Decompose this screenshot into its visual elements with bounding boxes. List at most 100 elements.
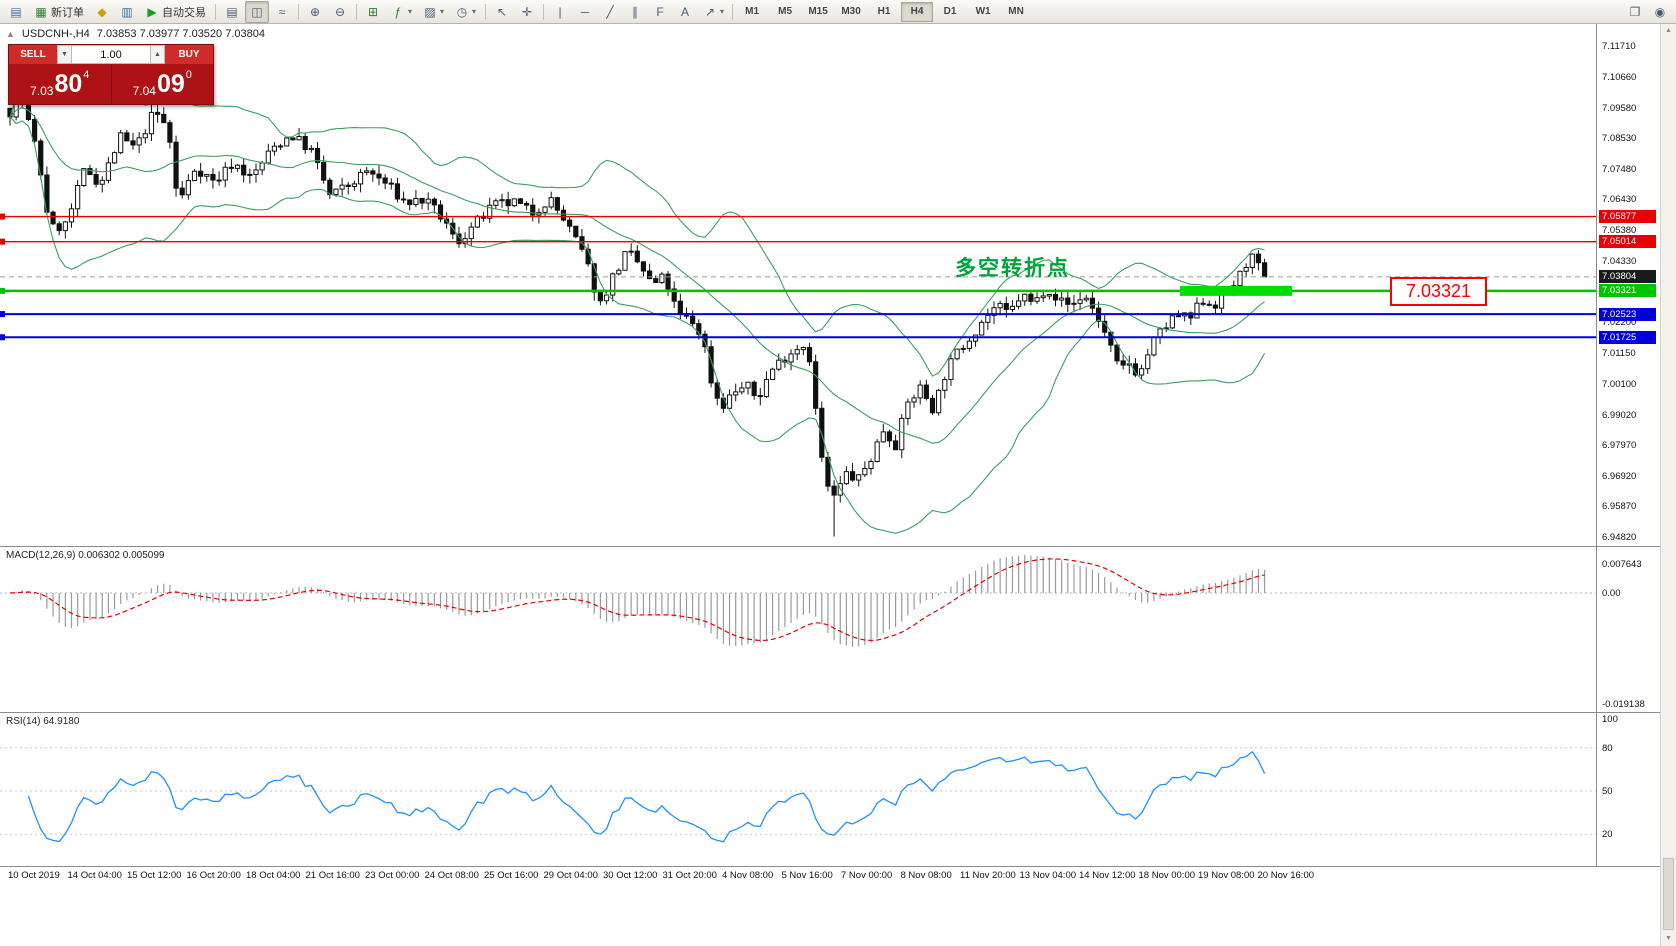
fibonacci-button[interactable]: F	[648, 1, 672, 23]
crosshair-button[interactable]: ✛	[515, 1, 539, 23]
channel-icon: ∥	[632, 4, 639, 19]
line-anchor-marker[interactable]	[0, 238, 5, 245]
chart-area[interactable]: ▲ USDCNH-,H4 7.03853 7.03977 7.03520 7.0…	[0, 24, 1660, 546]
horizontal-lines-layer[interactable]	[0, 213, 1596, 341]
price-tick-label: 6.94820	[1602, 532, 1637, 543]
chart-window-button[interactable]: ▤	[4, 1, 28, 23]
bollinger-bands	[9, 57, 1266, 534]
rsi-axis[interactable]: 100 80 50 20	[1596, 713, 1660, 866]
line-anchor-marker[interactable]	[0, 213, 5, 220]
sell-button[interactable]: SELL	[9, 45, 57, 64]
new-order-button-label: 新订单	[51, 6, 84, 19]
channel-button[interactable]: ∥	[623, 1, 647, 23]
horizontal-line-icon: ─	[580, 4, 590, 19]
rsi-axis-label: 100	[1602, 714, 1618, 725]
rsi-surface[interactable]	[0, 713, 1660, 867]
line-chart-button[interactable]: ≈	[270, 1, 294, 23]
macd-axis[interactable]: 0.007643 0.00 -0.019138	[1596, 547, 1660, 712]
price-callout-box[interactable]: 7.03321	[1390, 277, 1487, 306]
current-price-tag: 7.03804	[1599, 270, 1656, 284]
time-axis[interactable]: 10 Oct 2019 14 Oct 04:00 15 Oct 12:00 16 Oc…	[0, 866, 1660, 946]
search-icon: ◉	[1654, 4, 1666, 19]
mql-market-button[interactable]: ◆	[90, 1, 114, 23]
scrollbar-thumb[interactable]	[1663, 858, 1674, 930]
rsi-panel[interactable]: RSI(14) 64.9180 100 80 50 20	[0, 712, 1660, 866]
fibonacci-icon: F	[656, 4, 664, 19]
indicators-button[interactable]: ƒ ▾	[386, 1, 417, 23]
timeframe-h4-button[interactable]: H4	[901, 1, 934, 22]
price-tick-label: 6.95870	[1602, 501, 1637, 513]
macd-surface[interactable]	[0, 547, 1660, 713]
price-tag-7.05014: 7.05014	[1599, 235, 1656, 249]
timeframe-h1-button[interactable]: H1	[877, 6, 891, 17]
chart-window-icon: ▤	[10, 4, 22, 19]
timeframe-group: M1 M5 M15 M30 H1 H4 D1 W1 MN	[736, 1, 1032, 22]
volume-increase-button[interactable]: ▲	[150, 45, 165, 64]
trade-prices-row: 7.03 80 4 7.04 09 0	[9, 64, 213, 104]
toolbar-separator	[356, 3, 357, 20]
scrollbar-up-icon[interactable]: ▲	[1665, 27, 1672, 34]
templates-button[interactable]: ▨ ▾	[418, 1, 449, 23]
toolbar-separator	[543, 3, 545, 20]
rsi-label: RSI(14) 64.9180	[6, 716, 80, 727]
bar-chart-button[interactable]: ▤	[220, 1, 244, 23]
timeframe-m30-button[interactable]: M30	[841, 6, 861, 17]
price-tick-label: 6.97970	[1602, 440, 1637, 452]
collapse-arrow-icon[interactable]: ▲	[6, 29, 15, 39]
macd-axis-label: -0.019138	[1602, 699, 1645, 710]
toolbar-separator	[215, 3, 216, 20]
arrow-tool-button[interactable]: ↗ ▾	[698, 1, 729, 23]
date-label: 10 Oct 2019	[8, 870, 60, 881]
zoom-out-button[interactable]: ⊖	[328, 1, 352, 23]
mql-market-icon: ◆	[97, 4, 107, 19]
zoom-in-button[interactable]: ⊕	[303, 1, 327, 23]
timeframe-d1-button[interactable]: D1	[943, 6, 957, 17]
sell-price-sup: 4	[83, 69, 90, 81]
macd-panel[interactable]: MACD(12,26,9) 0.006302 0.005099 0.007643…	[0, 546, 1660, 712]
trendline-button[interactable]: ╱	[598, 1, 622, 23]
timeframe-w1-button[interactable]: W1	[975, 6, 991, 17]
text-button[interactable]: A	[673, 1, 697, 23]
price-axis[interactable]: 7.11710 7.10660 7.09580 7.08530 7.07480 7.064…	[1596, 24, 1660, 546]
buy-price-big: 09	[156, 70, 185, 98]
price-tick-label: 7.04330	[1602, 255, 1637, 267]
candlestick-button[interactable]: ◫	[245, 0, 269, 23]
sell-price-display[interactable]: 7.03 80 4	[9, 64, 111, 104]
cursor-button[interactable]: ↖	[490, 1, 514, 23]
chart-surface[interactable]	[0, 24, 1660, 546]
text-icon: A	[681, 4, 690, 19]
line-chart-icon: ≈	[278, 4, 286, 19]
buy-price-display[interactable]: 7.04 09 0	[110, 64, 213, 104]
line-anchor-marker[interactable]	[0, 311, 5, 318]
volume-input[interactable]: 1.00	[72, 45, 150, 64]
auto-trading-button[interactable]: ▶ 自动交易	[140, 1, 211, 23]
date-label: 7 Nov 00:00	[841, 870, 893, 881]
vertical-line-button[interactable]: |	[548, 1, 572, 23]
print-button[interactable]: ❐	[1623, 1, 1647, 23]
date-label: 25 Oct 16:00	[484, 870, 539, 881]
vertical-scrollbar[interactable]: ▲ ▼	[1660, 24, 1676, 946]
toolbar-main-group: ▤ ▦ 新订单 ◆ ▥ ▶ 自动交易 ▤ ◫ ≈ ⊕ ⊖ ⊞ ƒ ▾ ▨ ▾ ◷ ▾ ↖ ✛ | ─ ╱ ∥ F A ↗ ▾	[4, 0, 729, 23]
scrollbar-down-icon[interactable]: ▼	[1665, 935, 1672, 942]
search-button[interactable]: ◉	[1648, 1, 1672, 23]
date-label: 4 Nov 08:00	[722, 870, 774, 881]
chart-annotation-text[interactable]: 多空转折点	[955, 257, 1070, 280]
tile-windows-button[interactable]: ⊞	[361, 1, 385, 23]
line-anchor-marker[interactable]	[0, 287, 5, 294]
volume-decrease-button[interactable]: ▼	[57, 45, 72, 64]
date-label: 18 Oct 04:00	[246, 870, 301, 881]
timeframe-m1-button[interactable]: M1	[745, 6, 760, 17]
dropdown-arrow-icon: ▾	[720, 7, 725, 16]
timeframe-m15-button[interactable]: M15	[808, 6, 828, 17]
symbol-period-label: USDCNH-,H4	[21, 28, 90, 40]
toolbar-separator	[732, 3, 734, 20]
horizontal-line-button[interactable]: ─	[573, 1, 597, 23]
line-anchor-marker[interactable]	[0, 334, 5, 341]
timeframe-mn-button[interactable]: MN	[1008, 6, 1024, 17]
profiles-button[interactable]: ▥	[115, 1, 139, 23]
timeframe-m5-button[interactable]: M5	[778, 6, 793, 17]
periods-button[interactable]: ◷ ▾	[450, 1, 481, 23]
buy-button[interactable]: BUY	[165, 45, 213, 64]
new-order-button[interactable]: ▦ 新订单	[29, 1, 89, 23]
highlighted-level-segment[interactable]	[1180, 285, 1292, 296]
